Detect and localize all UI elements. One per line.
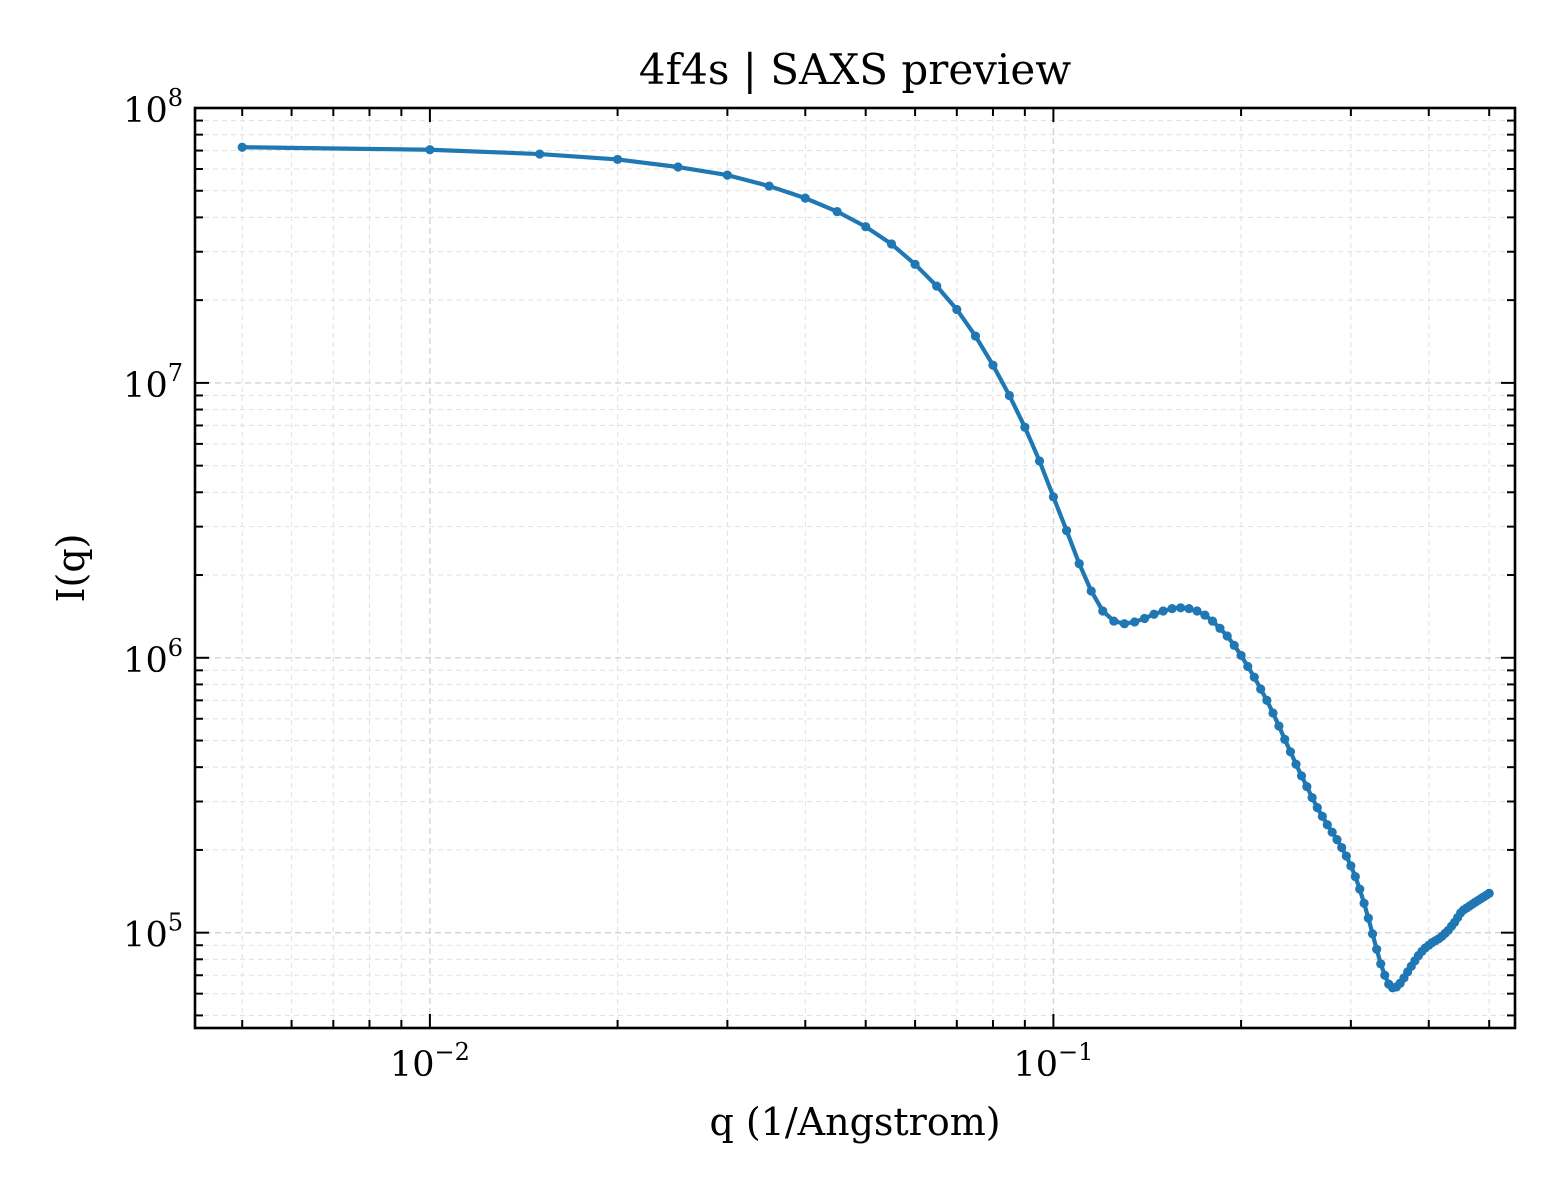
data-point: [237, 142, 247, 152]
data-point: [1215, 623, 1225, 633]
data-point: [1062, 526, 1072, 536]
data-point: [910, 259, 920, 269]
y-axis-label: I(q): [49, 534, 93, 603]
data-point: [1004, 390, 1014, 401]
data-point: [1109, 616, 1119, 626]
data-point: [1322, 820, 1332, 830]
x-axis-label: q (1/Angstrom): [709, 1100, 1000, 1144]
data-point: [1200, 610, 1210, 620]
data-point: [1372, 944, 1382, 954]
data-point: [1020, 422, 1030, 432]
data-point: [800, 193, 810, 203]
data-point: [1341, 851, 1351, 861]
data-point: [722, 170, 732, 180]
data-point: [1222, 631, 1232, 641]
data-point: [952, 304, 962, 315]
y-tick-label: 106: [123, 634, 183, 681]
data-point: [1337, 842, 1347, 853]
data-point: [1119, 619, 1130, 629]
data-point: [1149, 609, 1159, 619]
data-point: [1327, 827, 1337, 837]
plot-frame: [193, 106, 1517, 1030]
data-point: [1139, 613, 1150, 624]
data-point: [764, 181, 774, 191]
data-point: [1192, 606, 1202, 616]
data-point: [1207, 616, 1218, 626]
data-point: [612, 154, 623, 165]
y-tick-label: 108: [123, 84, 183, 131]
data-point: [1280, 734, 1290, 744]
data-point: [673, 162, 683, 172]
data-point: [1376, 959, 1386, 969]
data-point: [1302, 781, 1312, 792]
data-point: [1363, 913, 1373, 923]
data-point: [832, 206, 842, 217]
y-tick-label: 105: [123, 909, 183, 956]
data-point: [1317, 811, 1327, 821]
data-point: [1296, 771, 1307, 781]
data-point: [1256, 684, 1266, 694]
data-point: [1229, 640, 1239, 650]
data-point: [1034, 456, 1045, 466]
data-point: [988, 360, 998, 370]
data-point: [1359, 898, 1369, 908]
data-point: [1312, 803, 1322, 813]
data-point: [886, 239, 897, 249]
data-point: [1355, 884, 1365, 894]
data-point: [1048, 492, 1058, 502]
data-point: [1130, 617, 1140, 627]
data-point: [535, 149, 545, 159]
axis-ticks: [195, 107, 1515, 1028]
tick-labels: 10−2 10−1 105 106 107 108: [123, 84, 1093, 1085]
data-point: [861, 222, 871, 232]
data-point: [1262, 695, 1272, 705]
data-point: [1158, 606, 1168, 616]
data-point: [1380, 970, 1390, 980]
data-point: [1167, 603, 1177, 614]
data-point: [1086, 586, 1096, 596]
data-point: [1074, 559, 1084, 569]
data-point: [1332, 835, 1342, 845]
data-point: [932, 281, 942, 291]
data-point: [1236, 650, 1246, 661]
data-point: [1367, 929, 1378, 939]
y-tick-label: 107: [123, 359, 183, 406]
data-point: [425, 145, 435, 155]
data-point: [970, 331, 981, 341]
x-tick-label: 10−1: [1013, 1038, 1093, 1085]
data-point: [1098, 606, 1108, 616]
data-point: [1184, 603, 1194, 614]
data-point: [1285, 747, 1296, 757]
data-point: [1176, 603, 1186, 613]
data-point: [1243, 661, 1253, 672]
data-point: [1249, 672, 1259, 682]
data-point: [1274, 721, 1284, 731]
x-tick-label: 10−2: [390, 1038, 470, 1085]
chart-title: 4f4s | SAXS preview: [639, 45, 1071, 94]
data-point: [1307, 793, 1317, 803]
data-point: [1350, 871, 1360, 882]
data-point: [1484, 888, 1494, 898]
data-series: [237, 142, 1494, 993]
data-point: [1268, 708, 1278, 718]
data-point: [1346, 861, 1356, 871]
data-point: [1291, 759, 1301, 769]
